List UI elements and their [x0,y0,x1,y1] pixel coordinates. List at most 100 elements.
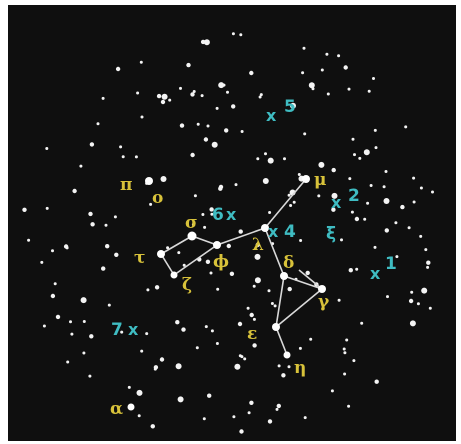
background-star [80,297,87,304]
star-sigma [187,231,197,241]
background-star [202,417,206,421]
background-star [201,213,205,216]
background-star [326,92,330,96]
background-star [297,173,301,176]
background-star [177,251,181,255]
background-star [289,204,293,207]
background-star [360,321,364,325]
background-star [292,200,296,204]
background-star [239,429,244,434]
background-star [114,252,119,257]
background-star [182,263,186,267]
background-star [240,130,244,133]
background-star [224,128,229,133]
background-star [107,303,111,307]
background-star [89,334,94,339]
numbered-markers: x 5 x 2 6 x x 4 x 1 7 x [111,97,397,340]
background-star [139,60,143,64]
background-star [426,265,430,269]
background-star [267,289,271,293]
background-star [331,167,336,173]
background-star [419,186,423,190]
background-star [358,156,362,160]
background-star [231,104,236,109]
background-star [150,424,154,428]
background-star [51,249,54,253]
background-star [205,259,211,264]
line-gamma-epsilon [275,288,323,328]
background-star [419,234,423,238]
marker-1-x: x [370,264,381,283]
background-star [177,396,184,403]
background-star [366,201,370,205]
background-star [303,132,307,136]
label-delta: δ [283,253,294,273]
background-star [309,337,313,341]
background-star [268,211,272,214]
label-lambda: λ [252,235,264,255]
background-star [119,145,123,149]
label-pi: π [120,175,132,195]
star-zeta [170,271,178,279]
background-star [340,238,343,242]
background-star [412,176,416,180]
marker-6-x: x [226,205,237,224]
background-star [325,52,329,56]
background-star [337,54,341,58]
background-star [231,32,235,36]
background-star [320,68,324,72]
background-star [302,46,306,50]
label-alpha: α [110,399,123,419]
background-star [276,403,281,409]
background-star [275,407,279,411]
background-star [232,415,236,419]
background-star [249,400,254,405]
background-star [252,317,256,321]
background-star [238,229,243,234]
background-star [273,304,277,308]
background-star [343,65,348,70]
background-star [120,330,124,334]
line-sigma-tau [160,235,193,255]
background-star [127,385,131,389]
line-epsilon-eta [275,326,288,356]
background-star [190,152,195,158]
background-star [168,98,172,102]
background-star [209,207,214,212]
label-epsilon: ε [247,324,257,344]
background-star [101,96,105,100]
background-star [196,122,200,126]
background-star [384,228,389,233]
background-star [175,363,182,370]
background-star [239,33,243,37]
background-star [347,404,351,408]
label-tau: τ [134,248,145,268]
background-star [210,212,214,216]
background-star [421,287,428,294]
background-star [412,200,416,204]
star-chart: μ π o σ λ δ τ ϕ ζ γ ε η α ξ x 5 x 2 [8,5,456,441]
background-star [330,389,334,393]
background-star [246,306,250,310]
background-star [79,164,83,168]
background-star [204,325,208,329]
marker-5-x: x [266,106,277,125]
background-star [369,184,373,187]
star-delta [280,272,288,280]
star-alpha [127,403,135,411]
marker-4-number: 4 [284,222,296,242]
background-star [343,351,347,355]
background-star [218,184,224,190]
background-star [55,314,61,320]
background-star [363,217,367,221]
background-star [96,122,100,126]
marker-2-number: 2 [348,186,360,206]
background-star [424,248,428,252]
background-star [298,346,302,350]
background-star [137,414,141,418]
line-lambda-delta [264,227,285,277]
background-star [42,324,46,328]
background-star [249,70,254,76]
background-star [331,192,338,199]
background-star [299,239,303,242]
